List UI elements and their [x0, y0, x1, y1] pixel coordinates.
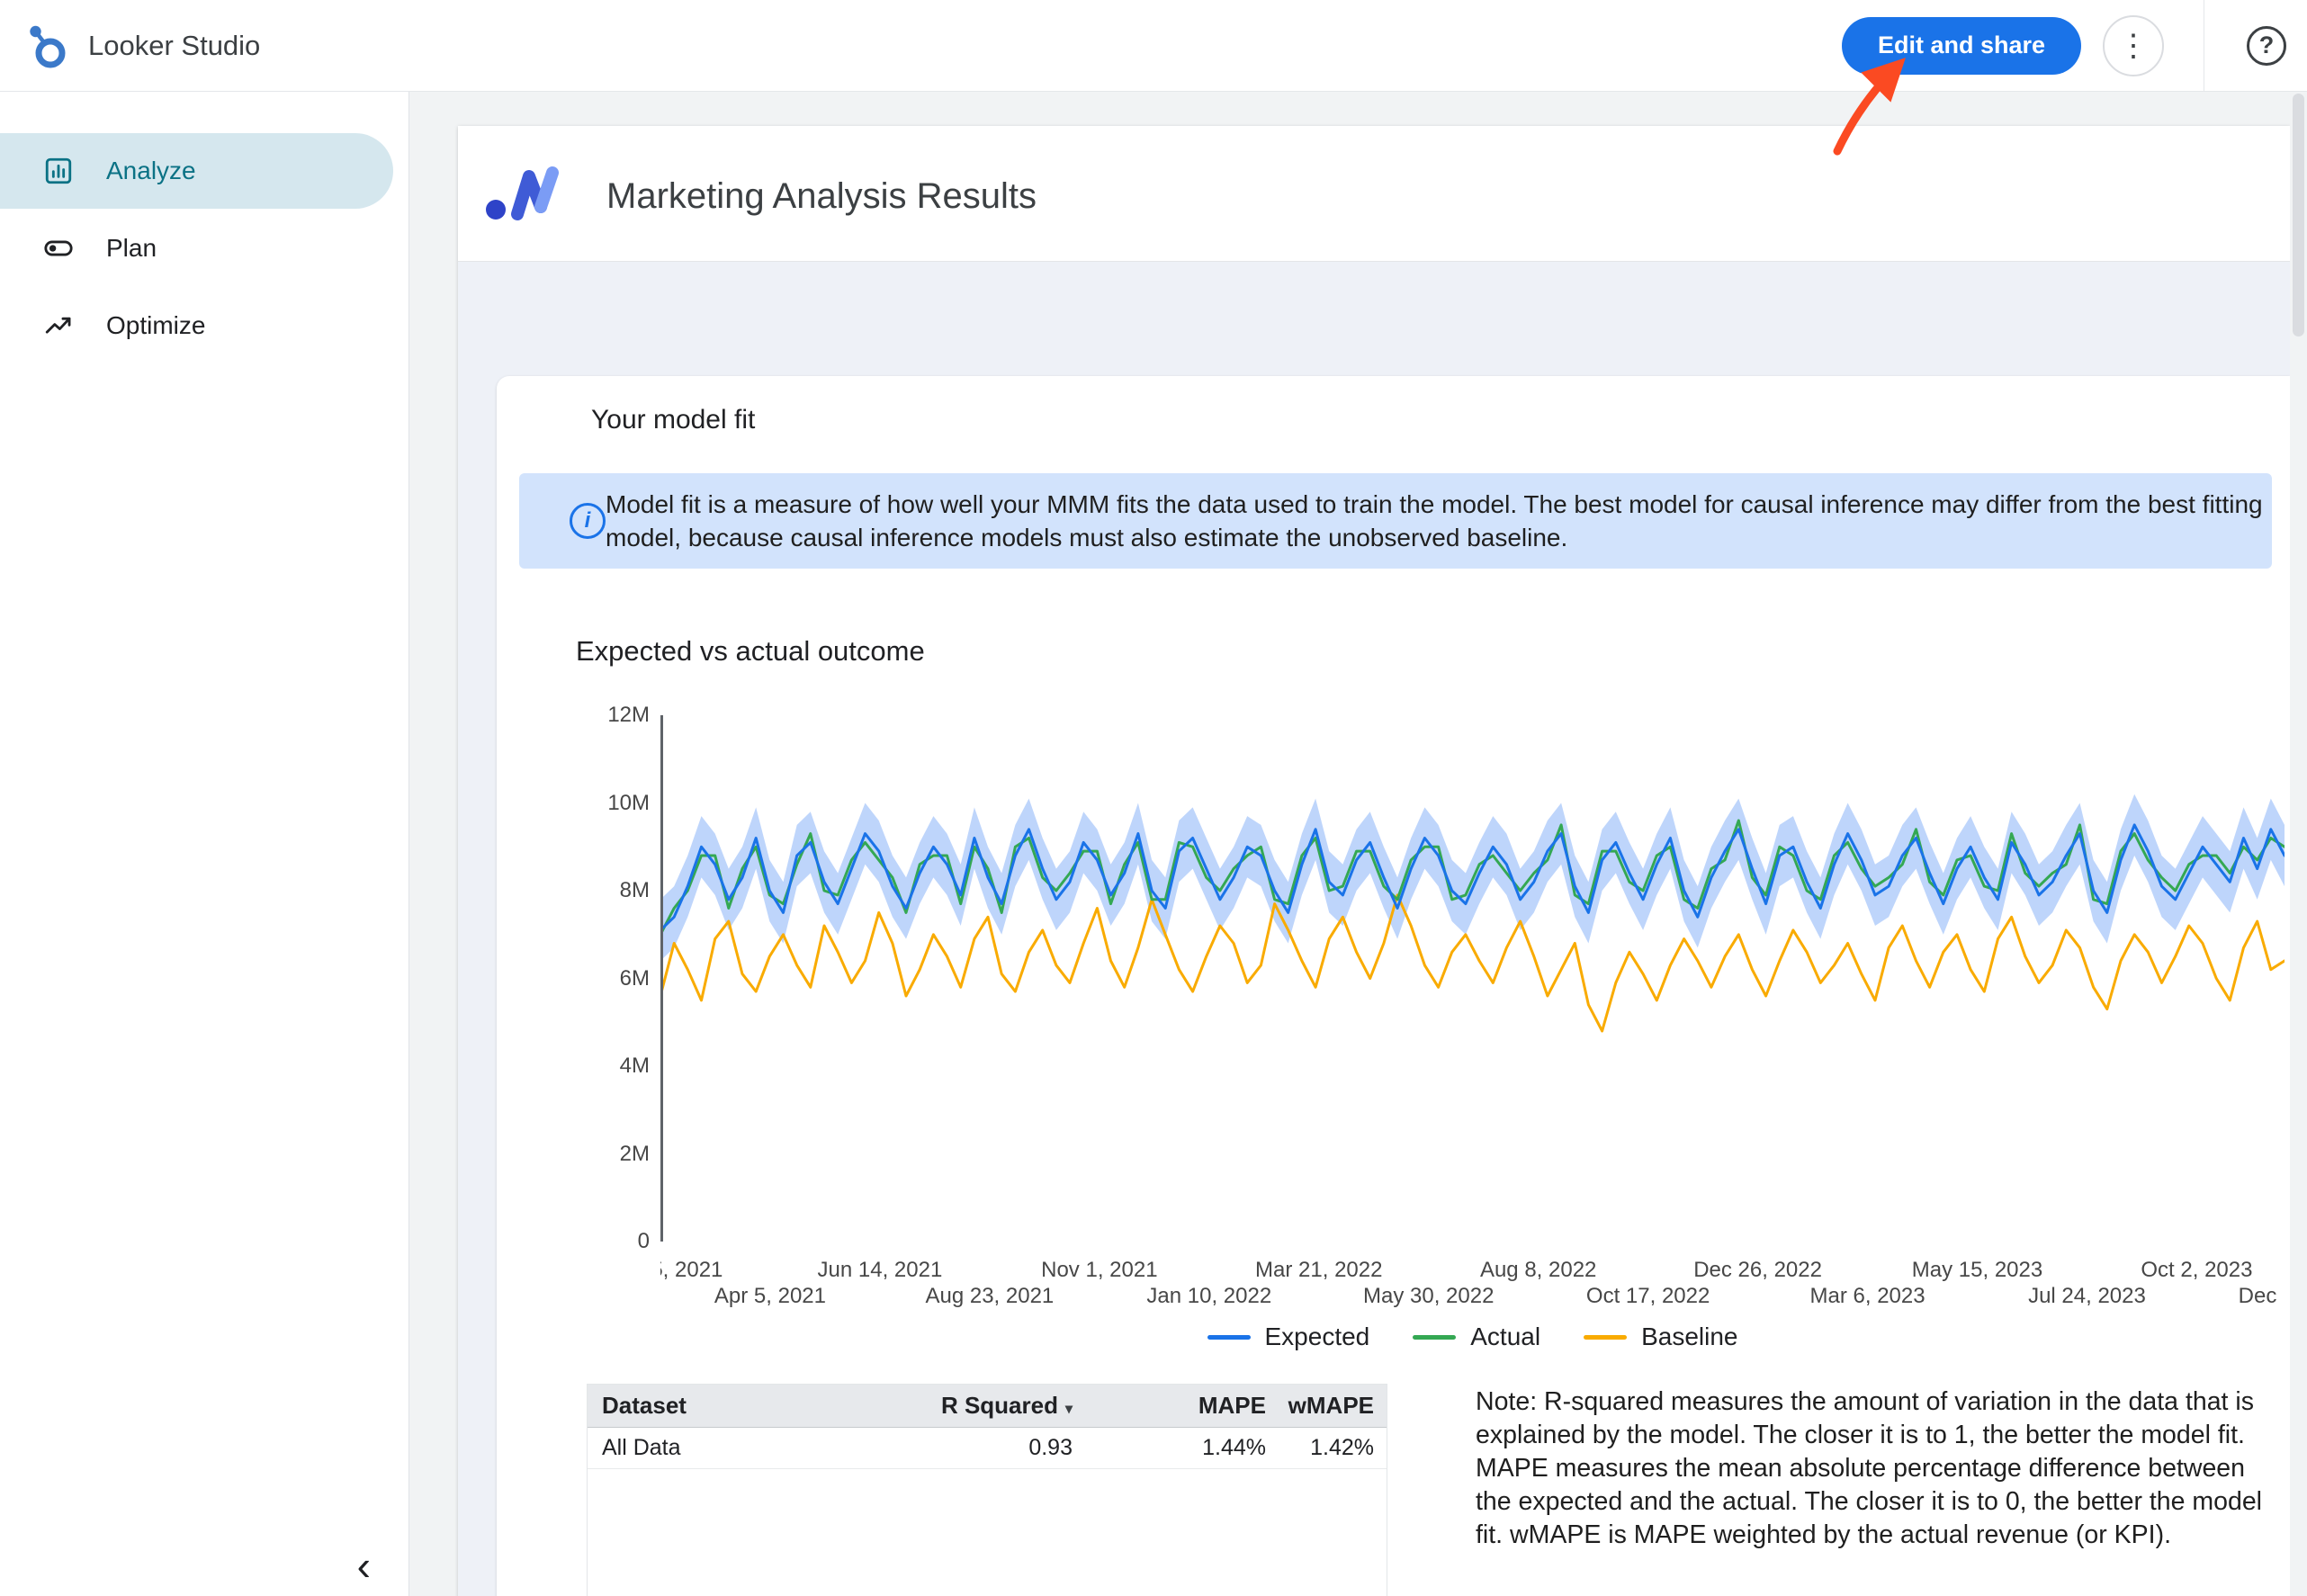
collapse-sidebar-button[interactable]: ‹ — [352, 1544, 376, 1587]
model-fit-info-banner: i Model fit is a measure of how well you… — [519, 473, 2272, 569]
sidebar-item-optimize[interactable]: Optimize — [0, 288, 393, 363]
sort-desc-icon: ▾ — [1064, 1402, 1073, 1417]
series-line-expected — [659, 823, 2286, 932]
plan-toggle-icon — [44, 240, 73, 256]
col-header-r-squared[interactable]: R Squared ▾ — [940, 1392, 1073, 1419]
x-tick-label: Aug 8, 2022 — [1479, 1258, 1597, 1282]
legend-item-baseline[interactable]: Baseline — [1584, 1323, 1737, 1351]
x-tick-label: Oct 17, 2022 — [1585, 1284, 1710, 1308]
info-banner-text: Model fit is a measure of how well your … — [606, 490, 2263, 551]
kebab-icon: ⋮ — [2118, 28, 2149, 63]
report-title: Marketing Analysis Results — [606, 176, 1037, 216]
legend-swatch-baseline — [1584, 1334, 1628, 1340]
y-tick-label: 12M — [607, 703, 650, 727]
help-icon: ? — [2247, 25, 2286, 66]
y-tick-label: 4M — [619, 1054, 650, 1078]
cell-mape: 1.44% — [1202, 1435, 1266, 1460]
series-line-actual — [659, 819, 2286, 937]
sidebar-item-label: Analyze — [106, 157, 196, 184]
x-tick-label: Jan 25, 2021 — [660, 1258, 723, 1282]
x-tick-label: Dec — [2238, 1284, 2277, 1308]
looker-studio-brand[interactable]: Looker Studio — [0, 22, 260, 70]
y-tick-label: 0 — [637, 1229, 650, 1253]
sidebar-item-label: Plan — [106, 234, 157, 262]
legend-item-actual[interactable]: Actual — [1413, 1323, 1540, 1351]
x-tick-label: Mar 21, 2022 — [1255, 1258, 1383, 1282]
report-canvas: Marketing Analysis Results Your model fi… — [458, 126, 2290, 1596]
chart-legend: Expected Actual Baseline — [660, 1323, 2285, 1351]
x-tick-label: May 15, 2023 — [1911, 1258, 2043, 1282]
marketing-platform-logo-icon — [486, 166, 559, 220]
report-viewport: Marketing Analysis Results Your model fi… — [410, 92, 2307, 1596]
y-tick-label: 2M — [619, 1141, 650, 1166]
x-axis-labels-row1: Jan 25, 2021 Jun 14, 2021 Nov 1, 2021 Mar 2… — [660, 1258, 2285, 1283]
x-tick-label: Jan 10, 2022 — [1146, 1284, 1272, 1308]
report-body: Your model fit i Model fit is a measure … — [458, 262, 2290, 1596]
model-fit-card: Your model fit i Model fit is a measure … — [497, 376, 2290, 1596]
x-axis-labels-row2: Apr 5, 2021 Aug 23, 2021 Jan 10, 2022 May 3… — [660, 1284, 2285, 1309]
vertical-scrollbar[interactable] — [2290, 92, 2307, 1596]
legend-label: Actual — [1470, 1323, 1541, 1350]
chart-title: Expected vs actual outcome — [576, 635, 925, 667]
sidebar-item-analyze[interactable]: Analyze — [0, 133, 393, 209]
x-tick-label: Jun 14, 2021 — [817, 1258, 943, 1282]
x-tick-label: Dec 26, 2022 — [1693, 1258, 1822, 1282]
series-line-baseline — [659, 893, 2286, 1033]
col-header-wmape[interactable]: wMAPE — [1288, 1392, 1374, 1419]
col-header-dataset[interactable]: Dataset — [602, 1392, 687, 1419]
legend-swatch-actual — [1413, 1334, 1457, 1340]
scrollbar-thumb[interactable] — [2293, 94, 2304, 336]
x-tick-label: Oct 2, 2023 — [2141, 1258, 2253, 1282]
x-tick-label: Apr 5, 2021 — [714, 1284, 826, 1308]
y-tick-label: 6M — [619, 965, 650, 991]
x-tick-label: Mar 6, 2023 — [1809, 1284, 1925, 1308]
model-fit-heading: Your model fit — [591, 405, 756, 435]
sidebar-item-plan[interactable]: Plan — [0, 211, 393, 286]
chart-plot-area[interactable] — [659, 715, 2286, 1242]
top-app-bar: Looker Studio Edit and share ⋮ ? — [0, 0, 2307, 92]
table-header-row: Dataset R Squared ▾ MAPE wMAPE — [588, 1385, 1387, 1428]
analyze-chart-icon — [45, 157, 72, 184]
more-options-button[interactable]: ⋮ — [2103, 14, 2164, 76]
legend-swatch-expected — [1207, 1334, 1251, 1340]
cell-r-squared: 0.93 — [1028, 1435, 1073, 1460]
model-fit-note: Note: R-squared measures the amount of v… — [1476, 1387, 2263, 1549]
info-icon: i — [570, 503, 606, 539]
sidebar-item-label: Optimize — [106, 311, 206, 339]
cell-dataset: All Data — [602, 1435, 681, 1460]
legend-label: Expected — [1264, 1323, 1370, 1350]
model-fit-table: Dataset R Squared ▾ MAPE wMAPE All Data 0… — [587, 1384, 1387, 1596]
x-tick-label: Jul 24, 2023 — [2028, 1284, 2146, 1308]
legend-label: Baseline — [1641, 1323, 1738, 1350]
y-axis-labels: 0 2M 4M 6M 8M 10M 12M — [533, 703, 650, 1253]
help-button[interactable]: ? — [2226, 0, 2307, 91]
topbar-actions: Edit and share ⋮ ? — [1841, 0, 2307, 92]
optimize-trending-up-icon — [45, 317, 71, 334]
col-header-mape[interactable]: MAPE — [1198, 1392, 1266, 1419]
x-tick-label: Aug 23, 2021 — [925, 1284, 1055, 1308]
x-tick-label: May 30, 2022 — [1362, 1284, 1495, 1308]
left-sidebar: Analyze Plan Optimize ‹ — [0, 92, 409, 1596]
header-divider — [458, 261, 2290, 262]
edit-and-share-button[interactable]: Edit and share — [1841, 16, 2081, 75]
looker-studio-logo-icon — [30, 25, 66, 67]
chart-svg — [659, 715, 2286, 1242]
y-tick-label: 8M — [619, 878, 650, 902]
table-empty-area — [588, 1469, 1387, 1596]
legend-item-expected[interactable]: Expected — [1207, 1323, 1370, 1351]
app-title: Looker Studio — [88, 29, 261, 61]
cell-wmape: 1.42% — [1310, 1435, 1374, 1460]
x-tick-label: Nov 1, 2021 — [1041, 1258, 1158, 1282]
sidebar-nav: Analyze Plan Optimize — [0, 92, 408, 363]
table-row[interactable]: All Data 0.93 1.44% 1.42% — [588, 1428, 1387, 1469]
y-tick-label: 10M — [607, 790, 650, 815]
